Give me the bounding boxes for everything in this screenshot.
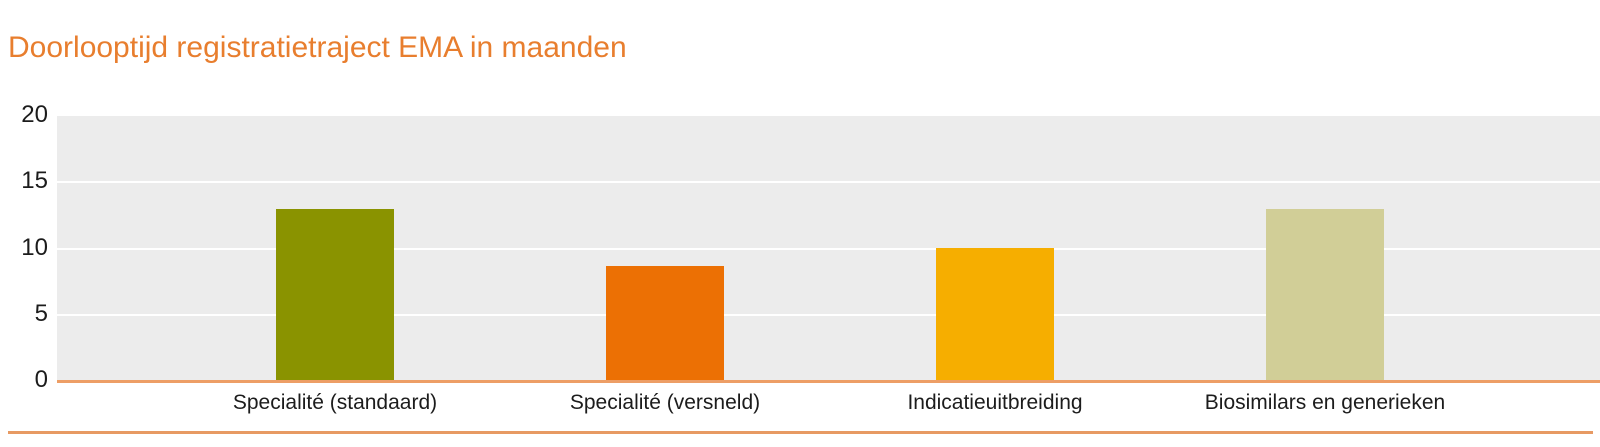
bar-3 bbox=[936, 248, 1054, 381]
bar-1 bbox=[276, 209, 394, 381]
y-axis-tick-label: 10 bbox=[21, 233, 48, 261]
gridline bbox=[57, 313, 1600, 316]
x-axis-line bbox=[57, 380, 1600, 383]
y-axis-tick-label: 5 bbox=[34, 299, 48, 327]
chart-title: Doorlooptijd registratietraject EMA in m… bbox=[8, 31, 627, 64]
bar-4 bbox=[1266, 209, 1384, 381]
y-axis-tick-label: 15 bbox=[21, 167, 48, 195]
y-axis-tick-label: 20 bbox=[21, 101, 48, 128]
bar-2 bbox=[606, 266, 724, 381]
x-axis-category-label: Specialité (versneld) bbox=[569, 391, 761, 414]
gridline bbox=[57, 181, 1600, 184]
x-axis-category-label: Biosimilars en generieken bbox=[1204, 391, 1446, 414]
y-axis-tick-label: 0 bbox=[34, 366, 48, 393]
x-axis-category-label: Indicatieuitbreiding bbox=[907, 391, 1083, 414]
plot-area bbox=[57, 116, 1600, 381]
x-axis-category-label: Specialité (standaard) bbox=[232, 391, 438, 414]
separator-line bbox=[8, 431, 1593, 434]
gridline bbox=[57, 247, 1600, 250]
